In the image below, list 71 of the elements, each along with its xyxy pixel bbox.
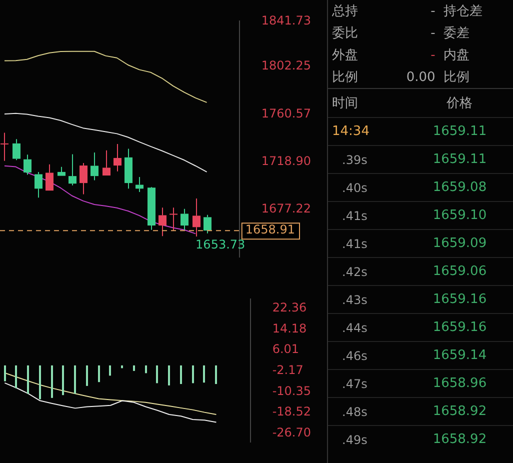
text: .44s (341, 320, 368, 336)
text: - (430, 24, 436, 42)
text: .42s (341, 264, 368, 280)
text: 1658.92 (432, 431, 488, 449)
y-tick-label: 22.36 (272, 300, 307, 315)
annotation: 1653.73 (196, 238, 246, 252)
text: 持仓差 (442, 3, 484, 21)
text: .43s (341, 292, 368, 308)
candlestick (192, 198, 200, 237)
text: 14:34 (331, 123, 370, 141)
y-tick-label: 1718.90 (261, 154, 311, 168)
candlestick (90, 152, 98, 181)
candlestick (24, 154, 32, 176)
text: 1659.14 (432, 347, 488, 365)
text: .49s (341, 432, 368, 448)
text: - (430, 46, 436, 64)
text: .47s (341, 376, 368, 392)
candlestick (34, 171, 42, 198)
text: 比例 (331, 69, 359, 87)
text: .40s (341, 180, 368, 196)
y-tick-label: 1802.25 (261, 58, 311, 73)
text: 比例 (442, 69, 470, 87)
y-tick-label: 14.18 (272, 321, 307, 336)
y-tick-label: 1760.57 (261, 106, 311, 120)
text: 1659.16 (432, 319, 488, 337)
text: 价格 (446, 95, 474, 113)
candlestick (124, 148, 132, 190)
text: 1658.96 (432, 375, 488, 393)
y-tick-label: 1841.73 (261, 13, 311, 28)
candlestick (204, 214, 212, 234)
text: 1658.92 (432, 403, 488, 421)
text: .41s (341, 208, 368, 224)
text: 1659.08 (432, 179, 488, 197)
y-tick-label: -26.70 (272, 426, 312, 440)
text: 委差 (442, 25, 470, 43)
y-tick-label: -18.52 (272, 404, 312, 419)
y-tick-label: -10.35 (272, 384, 312, 398)
candlestick (114, 144, 122, 172)
candlestick (102, 150, 110, 176)
text: 内盘 (442, 47, 470, 65)
text: 时间 (331, 95, 359, 113)
candlestick (12, 138, 20, 161)
candlestick (148, 188, 156, 230)
candlestick (58, 166, 66, 176)
candlestick (46, 164, 54, 191)
candlestick (170, 207, 178, 232)
text: .46s (341, 348, 368, 364)
text: 委比 (331, 25, 359, 43)
text: 1659.06 (432, 263, 488, 281)
candlestick (80, 162, 88, 195)
text: 0.00 (405, 68, 436, 86)
candlestick (180, 208, 188, 230)
text: .41s (341, 236, 368, 252)
text: 外盘 (331, 47, 359, 65)
text: .39s (341, 152, 368, 168)
candlestick (136, 176, 144, 192)
text: 总持 (331, 3, 359, 21)
text: - (430, 2, 436, 20)
text: 1659.10 (432, 207, 488, 225)
ref-line-label: 1658.91 (245, 222, 295, 237)
text: 1659.11 (432, 123, 488, 141)
text: .48s (341, 404, 368, 420)
text: 1659.16 (432, 291, 488, 309)
y-tick-label: 1677.22 (261, 202, 311, 216)
candlestick (0, 132, 8, 162)
text: 1659.09 (432, 235, 488, 253)
y-tick-label: 6.01 (272, 342, 300, 356)
y-tick-label: -2.17 (272, 363, 304, 378)
candlestick (68, 154, 76, 186)
candlestick (158, 207, 166, 237)
text: 1659.11 (432, 151, 488, 169)
